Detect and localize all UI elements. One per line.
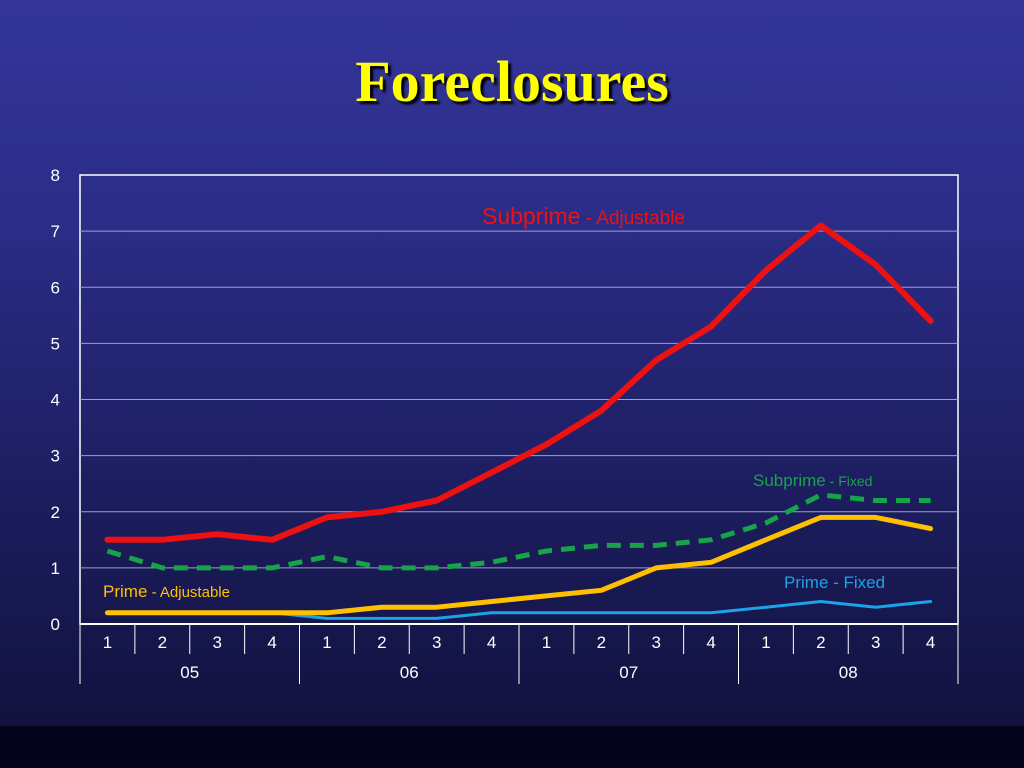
x-quarter-label: 2 bbox=[597, 633, 606, 652]
x-year-label: 06 bbox=[400, 663, 419, 682]
series-labels: Subprime - Adjustable Subprime - Fixed P… bbox=[103, 203, 885, 601]
x-quarter-label: 3 bbox=[651, 633, 660, 652]
line-subprime-fixed bbox=[106, 492, 931, 571]
y-tick-label: 7 bbox=[51, 222, 60, 241]
x-quarter-label: 3 bbox=[432, 633, 441, 652]
label-prime-adjustable: Prime - Adjustable bbox=[103, 582, 230, 601]
x-quarter-label: 2 bbox=[377, 633, 386, 652]
y-axis-ticks: 0 1 2 3 4 5 6 7 8 bbox=[51, 166, 60, 634]
label-prime-fixed: Prime - Fixed bbox=[784, 573, 885, 592]
line-subprime-adjustable bbox=[104, 222, 934, 543]
label-subprime-fixed-sub: - Fixed bbox=[826, 473, 873, 489]
y-tick-label: 6 bbox=[51, 278, 60, 297]
line-prime-fixed bbox=[105, 600, 933, 620]
x-quarter-label: 1 bbox=[542, 633, 551, 652]
label-subprime-adjustable-sub: - Adjustable bbox=[580, 208, 685, 229]
y-tick-label: 5 bbox=[51, 334, 60, 353]
x-quarter-label: 1 bbox=[761, 633, 770, 652]
label-subprime-adjustable: Subprime - Adjustable bbox=[482, 203, 685, 229]
series-lines bbox=[104, 222, 934, 620]
x-quarter-label: 4 bbox=[706, 633, 715, 652]
y-tick-label: 3 bbox=[51, 447, 60, 466]
x-quarter-label: 4 bbox=[267, 633, 276, 652]
x-year-label: 05 bbox=[180, 663, 199, 682]
label-subprime-fixed-main: Subprime bbox=[753, 471, 826, 490]
x-quarter-label: 4 bbox=[926, 633, 935, 652]
x-quarter-label: 4 bbox=[487, 633, 496, 652]
y-tick-label: 0 bbox=[51, 615, 60, 634]
x-quarter-label: 2 bbox=[816, 633, 825, 652]
label-prime-adjustable-main: Prime bbox=[103, 582, 147, 601]
x-year-label: 07 bbox=[619, 663, 638, 682]
x-quarter-label: 2 bbox=[158, 633, 167, 652]
slide-title: Foreclosures bbox=[355, 49, 669, 114]
label-subprime-adjustable-main: Subprime bbox=[482, 203, 580, 229]
line-prime-adjustable bbox=[104, 514, 934, 616]
y-tick-label: 1 bbox=[51, 559, 60, 578]
footer-band bbox=[0, 726, 1024, 768]
label-prime-adjustable-sub: - Adjustable bbox=[147, 584, 230, 601]
x-quarter-label: 3 bbox=[212, 633, 221, 652]
x-year-label: 08 bbox=[839, 663, 858, 682]
label-subprime-fixed: Subprime - Fixed bbox=[753, 471, 872, 490]
x-axis: 1 2 3 4 1 2 3 4 1 2 3 4 1 2 3 4 05 06 07 08 bbox=[79, 623, 959, 684]
x-quarter-label: 3 bbox=[871, 633, 880, 652]
x-quarter-label: 1 bbox=[322, 633, 331, 652]
label-prime-fixed-sub: - Fixed bbox=[828, 573, 885, 592]
x-quarter-label: 1 bbox=[103, 633, 112, 652]
y-tick-label: 8 bbox=[51, 166, 60, 185]
y-tick-label: 4 bbox=[51, 391, 60, 410]
label-prime-fixed-main: Prime bbox=[784, 573, 828, 592]
y-tick-label: 2 bbox=[51, 503, 60, 522]
